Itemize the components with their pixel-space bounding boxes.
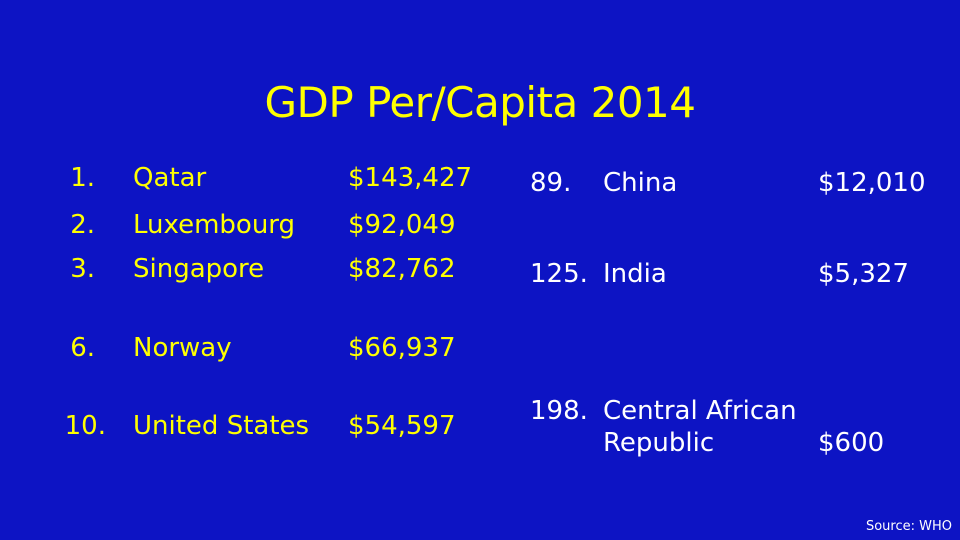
gdp-value: $143,427	[348, 163, 473, 193]
country: Norway	[133, 333, 232, 363]
country: China	[603, 168, 678, 198]
gdp-value: $66,937	[348, 333, 456, 363]
gdp-value: $92,049	[348, 210, 456, 240]
slide-title: GDP Per/Capita 2014	[264, 78, 697, 127]
gdp-value: $12,010	[818, 168, 926, 198]
country-continued: Republic	[603, 428, 715, 458]
country: United States	[133, 411, 310, 441]
gdp-value: $82,762	[348, 254, 456, 284]
gdp-value: $54,597	[348, 411, 456, 441]
country: Qatar	[133, 163, 207, 193]
country: Luxembourg	[133, 210, 296, 240]
rank: 3.	[70, 254, 95, 284]
rank: 198.	[530, 396, 588, 426]
rank: 2.	[70, 210, 95, 240]
country: Singapore	[133, 254, 265, 284]
rank: 10.	[64, 411, 106, 441]
country: India	[603, 259, 667, 289]
gdp-value: $600	[818, 428, 885, 458]
rank: 89.	[530, 168, 572, 198]
rank: 125.	[530, 259, 588, 289]
gdp-value: $5,327	[818, 259, 909, 289]
rank: 6.	[70, 333, 95, 363]
source-note: Source: WHO	[865, 519, 952, 534]
country: Central African	[603, 396, 797, 426]
rank: 1.	[70, 163, 95, 193]
